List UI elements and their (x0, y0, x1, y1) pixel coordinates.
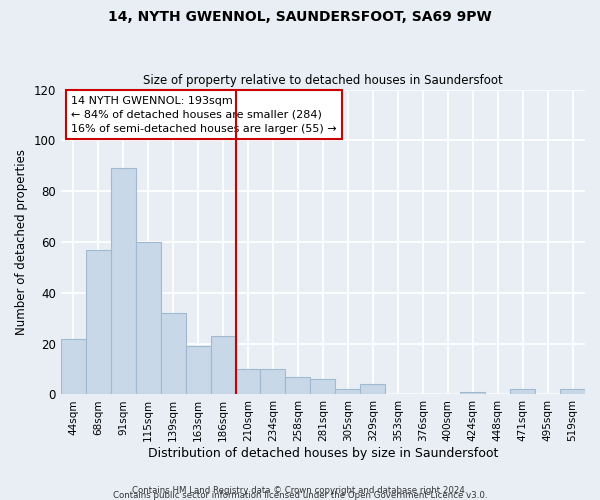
Bar (236, 369, 260, 394)
Bar (286, 376, 310, 394)
X-axis label: Distribution of detached houses by size in Saundersfoot: Distribution of detached houses by size … (148, 447, 498, 460)
Bar (211, 336, 236, 394)
Bar (310, 379, 335, 394)
Bar (361, 384, 385, 394)
Text: 14 NYTH GWENNOL: 193sqm
← 84% of detached houses are smaller (284)
16% of semi-d: 14 NYTH GWENNOL: 193sqm ← 84% of detache… (71, 96, 337, 134)
Bar (335, 390, 361, 394)
Text: 14, NYTH GWENNOL, SAUNDERSFOOT, SA69 9PW: 14, NYTH GWENNOL, SAUNDERSFOOT, SA69 9PW (108, 10, 492, 24)
Title: Size of property relative to detached houses in Saundersfoot: Size of property relative to detached ho… (143, 74, 503, 87)
Y-axis label: Number of detached properties: Number of detached properties (15, 149, 28, 335)
Text: Contains HM Land Registry data © Crown copyright and database right 2024.: Contains HM Land Registry data © Crown c… (132, 486, 468, 495)
Bar (61, 338, 86, 394)
Bar (86, 250, 111, 394)
Bar (460, 392, 485, 394)
Bar (185, 346, 211, 395)
Bar (111, 168, 136, 394)
Bar (136, 242, 161, 394)
Bar (260, 369, 286, 394)
Bar (161, 313, 185, 394)
Text: Contains public sector information licensed under the Open Government Licence v3: Contains public sector information licen… (113, 491, 487, 500)
Bar (510, 390, 535, 394)
Bar (560, 390, 585, 394)
